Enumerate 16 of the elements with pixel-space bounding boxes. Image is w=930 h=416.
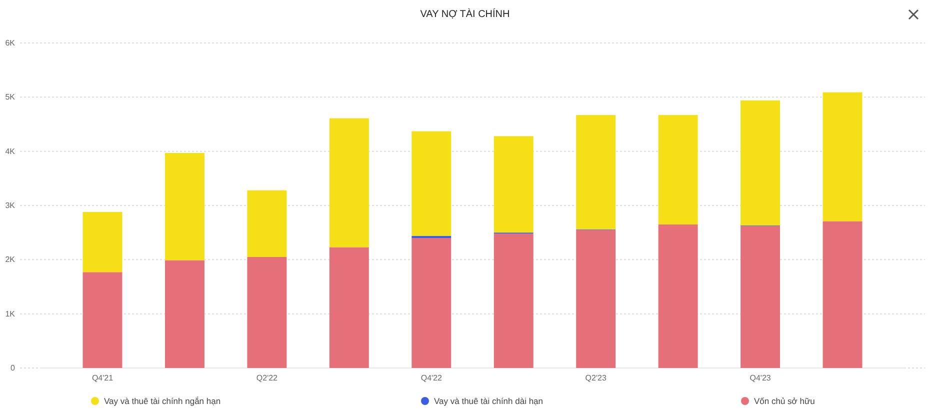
y-tick-label: 4K <box>5 146 16 156</box>
y-tick-label: 1K <box>5 309 16 318</box>
chart-title: VAY NỢ TÀI CHÍNH <box>420 8 510 20</box>
x-tick-label: Q2'23 <box>585 374 607 383</box>
y-tick-label: 2K <box>5 255 16 264</box>
y-tick-label: 5K <box>5 92 16 102</box>
legend-label: Vốn chủ sở hữu <box>754 396 816 406</box>
legend-label: Vay và thuê tài chính dài hạn <box>434 396 544 406</box>
x-tick-label: Q4'23 <box>750 374 772 383</box>
x-tick-label: Q4'22 <box>420 374 442 383</box>
legend-label: Vay và thuê tài chính ngắn hạn <box>104 396 221 406</box>
y-tick-label: 3K <box>5 201 16 210</box>
x-tick-label: Q2'22 <box>256 374 278 383</box>
y-tick-label: 0 <box>10 364 16 373</box>
y-tick-label: 6K <box>5 38 16 48</box>
x-tick-label: Q4'21 <box>92 374 114 383</box>
